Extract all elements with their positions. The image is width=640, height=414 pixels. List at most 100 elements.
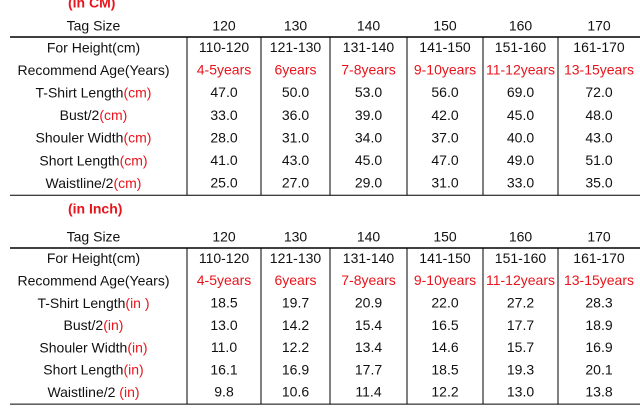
value-cell: 121-130 bbox=[270, 39, 322, 55]
header-cell: Tag Size bbox=[67, 18, 121, 34]
value-cell: 11.0 bbox=[211, 339, 237, 355]
value-cell: 161-170 bbox=[573, 250, 625, 266]
value-cell: 72.0 bbox=[585, 84, 612, 100]
row-label: Shouler Width(cm) bbox=[36, 129, 152, 145]
row-label: For Height(cm) bbox=[47, 39, 140, 55]
row-label: For Height(cm) bbox=[47, 250, 140, 266]
value-cell: 18.5 bbox=[431, 361, 458, 377]
value-cell: 40.0 bbox=[507, 129, 534, 145]
row-label-text: Waistline/2 bbox=[46, 175, 114, 191]
row-unit: (in ) bbox=[125, 294, 149, 310]
value-cell: 4-5years bbox=[197, 272, 251, 288]
row-unit: (cm) bbox=[113, 175, 141, 191]
row-unit: (in) bbox=[119, 384, 139, 400]
row-label: Short Length(cm) bbox=[39, 152, 147, 168]
row-label: T-Shirt Length(cm) bbox=[36, 84, 152, 100]
value-cell: 11.4 bbox=[355, 384, 381, 400]
row-label: Recommend Age(Years) bbox=[17, 62, 169, 78]
header-cell: 120 bbox=[212, 229, 236, 245]
value-cell: 6years bbox=[274, 272, 316, 288]
value-cell: 39.0 bbox=[355, 107, 382, 123]
value-cell: 13-15years bbox=[564, 272, 634, 288]
header-cell: 170 bbox=[587, 229, 611, 245]
value-cell: 14.2 bbox=[282, 317, 309, 333]
row-unit: (cm) bbox=[123, 129, 151, 145]
row-label-text: Waistline/2 bbox=[47, 384, 119, 400]
value-cell: 43.0 bbox=[585, 129, 612, 145]
value-cell: 15.7 bbox=[507, 339, 534, 355]
value-cell: 16.9 bbox=[282, 361, 309, 377]
row-unit: (in) bbox=[123, 361, 143, 377]
value-cell: 69.0 bbox=[507, 84, 534, 100]
row-unit: (cm) bbox=[123, 84, 151, 100]
value-cell: 49.0 bbox=[507, 152, 534, 168]
value-cell: 110-120 bbox=[199, 250, 250, 266]
row-label-text: Recommend Age(Years) bbox=[17, 272, 169, 288]
row-label: Bust/2(cm) bbox=[60, 107, 128, 123]
value-cell: 50.0 bbox=[282, 84, 309, 100]
header-cell: Tag Size bbox=[67, 229, 121, 245]
row-label-text: Shouler Width bbox=[36, 129, 124, 145]
value-cell: 43.0 bbox=[282, 152, 309, 168]
row-label-text: Recommend Age(Years) bbox=[17, 62, 169, 78]
size-table: (in Inch) Tag Size 120 130 140 150 160 170 For H… bbox=[10, 201, 640, 405]
value-cell: 34.0 bbox=[355, 129, 382, 145]
value-cell: 45.0 bbox=[355, 152, 382, 168]
value-cell: 151-160 bbox=[495, 39, 547, 55]
value-cell: 13.4 bbox=[355, 339, 382, 355]
row-label: Shouler Width(in) bbox=[39, 339, 147, 355]
value-cell: 151-160 bbox=[495, 250, 547, 266]
header-cell: 170 bbox=[587, 18, 611, 34]
value-cell: 33.0 bbox=[210, 107, 237, 123]
value-cell: 14.6 bbox=[431, 339, 458, 355]
value-cell: 12.2 bbox=[431, 384, 458, 400]
value-cell: 56.0 bbox=[431, 84, 458, 100]
row-label-text: T-Shirt Length bbox=[37, 294, 125, 310]
value-cell: 42.0 bbox=[431, 107, 458, 123]
value-cell: 37.0 bbox=[431, 129, 458, 145]
value-cell: 47.0 bbox=[431, 152, 458, 168]
value-cell: 131-140 bbox=[343, 39, 395, 55]
value-cell: 28.3 bbox=[585, 294, 612, 310]
value-cell: 36.0 bbox=[282, 107, 309, 123]
value-cell: 18.9 bbox=[585, 317, 612, 333]
value-cell: 35.0 bbox=[585, 175, 612, 191]
value-cell: 141-150 bbox=[419, 39, 471, 55]
value-cell: 20.9 bbox=[355, 294, 382, 310]
value-cell: 16.5 bbox=[431, 317, 458, 333]
value-cell: 9-10years bbox=[414, 62, 476, 78]
value-cell: 29.0 bbox=[355, 175, 382, 191]
row-label-text: For Height(cm) bbox=[47, 39, 140, 55]
value-cell: 17.7 bbox=[355, 361, 382, 377]
value-cell: 12.2 bbox=[282, 339, 309, 355]
value-cell: 13.0 bbox=[507, 384, 534, 400]
table-title: (in Inch) bbox=[68, 201, 122, 217]
value-cell: 51.0 bbox=[585, 152, 612, 168]
row-label: Recommend Age(Years) bbox=[17, 272, 169, 288]
header-cell: 150 bbox=[433, 18, 457, 34]
row-label: Waistline/2 (in) bbox=[47, 384, 139, 400]
table-title: (in CM) bbox=[68, 0, 115, 11]
value-cell: 47.0 bbox=[210, 84, 237, 100]
header-cell: 140 bbox=[357, 18, 381, 34]
size-table: (in CM) Tag Size 120 130 140 150 160 170 For Hei… bbox=[10, 0, 640, 196]
row-label-text: T-Shirt Length bbox=[36, 84, 124, 100]
value-cell: 53.0 bbox=[355, 84, 382, 100]
row-label: Bust/2(in) bbox=[64, 317, 124, 333]
value-cell: 7-8years bbox=[341, 62, 395, 78]
row-label-text: Shouler Width bbox=[39, 339, 127, 355]
value-cell: 6years bbox=[274, 62, 316, 78]
value-cell: 13-15years bbox=[564, 62, 634, 78]
value-cell: 27.0 bbox=[282, 175, 309, 191]
value-cell: 19.3 bbox=[507, 361, 534, 377]
value-cell: 161-170 bbox=[573, 39, 625, 55]
value-cell: 31.0 bbox=[282, 129, 309, 145]
value-cell: 25.0 bbox=[210, 175, 237, 191]
value-cell: 11-12years bbox=[486, 272, 555, 288]
value-cell: 9.8 bbox=[214, 384, 234, 400]
header-cell: 150 bbox=[433, 229, 457, 245]
row-label-text: Short Length bbox=[39, 152, 119, 168]
value-cell: 19.7 bbox=[282, 294, 309, 310]
row-unit: (cm) bbox=[99, 107, 127, 123]
value-cell: 11-12years bbox=[486, 62, 555, 78]
